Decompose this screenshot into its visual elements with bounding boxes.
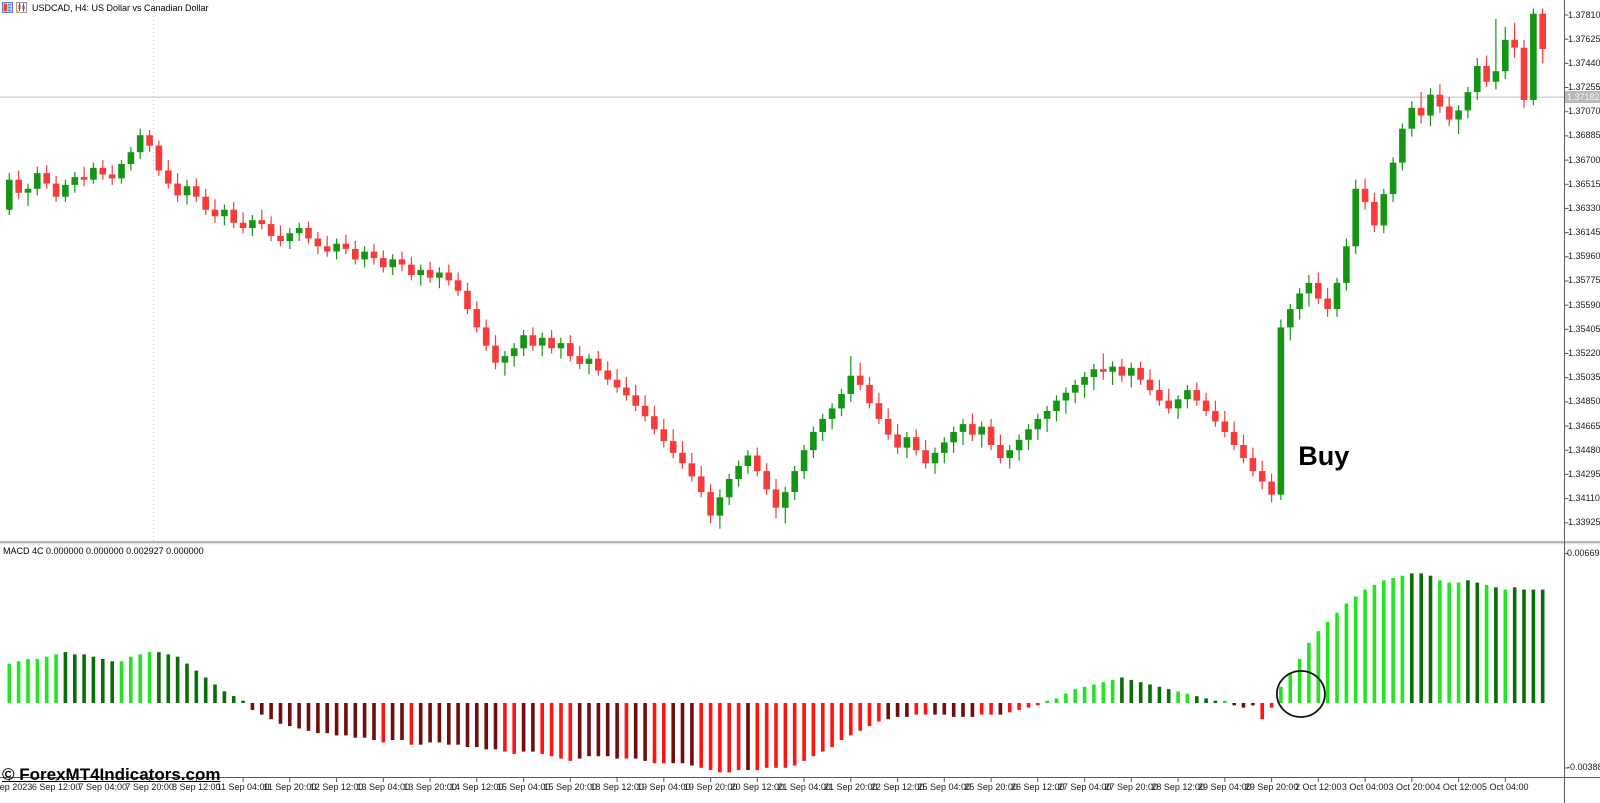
chart-title: USDCAD, H4: US Dollar vs Canadian Dollar [32,2,209,13]
chart-title-bar: USDCAD, H4: US Dollar vs Canadian Dollar [2,1,209,14]
buy-annotation: Buy [1298,441,1350,472]
current-price-value: 1.37182 [1567,92,1600,103]
chart-window-icon [2,2,13,13]
macd-min-label: -0.003887 [1567,762,1600,772]
macd-indicator-label: MACD 4C 0.000000 0.000000 0.002927 0.000… [3,546,204,556]
ohlc-window-icon [16,2,27,13]
macd-max-label: 0.006694 [1567,548,1600,558]
current-price-badge: 1.37182 [1565,91,1600,104]
watermark: © ForexMT4Indicators.com [2,765,221,784]
